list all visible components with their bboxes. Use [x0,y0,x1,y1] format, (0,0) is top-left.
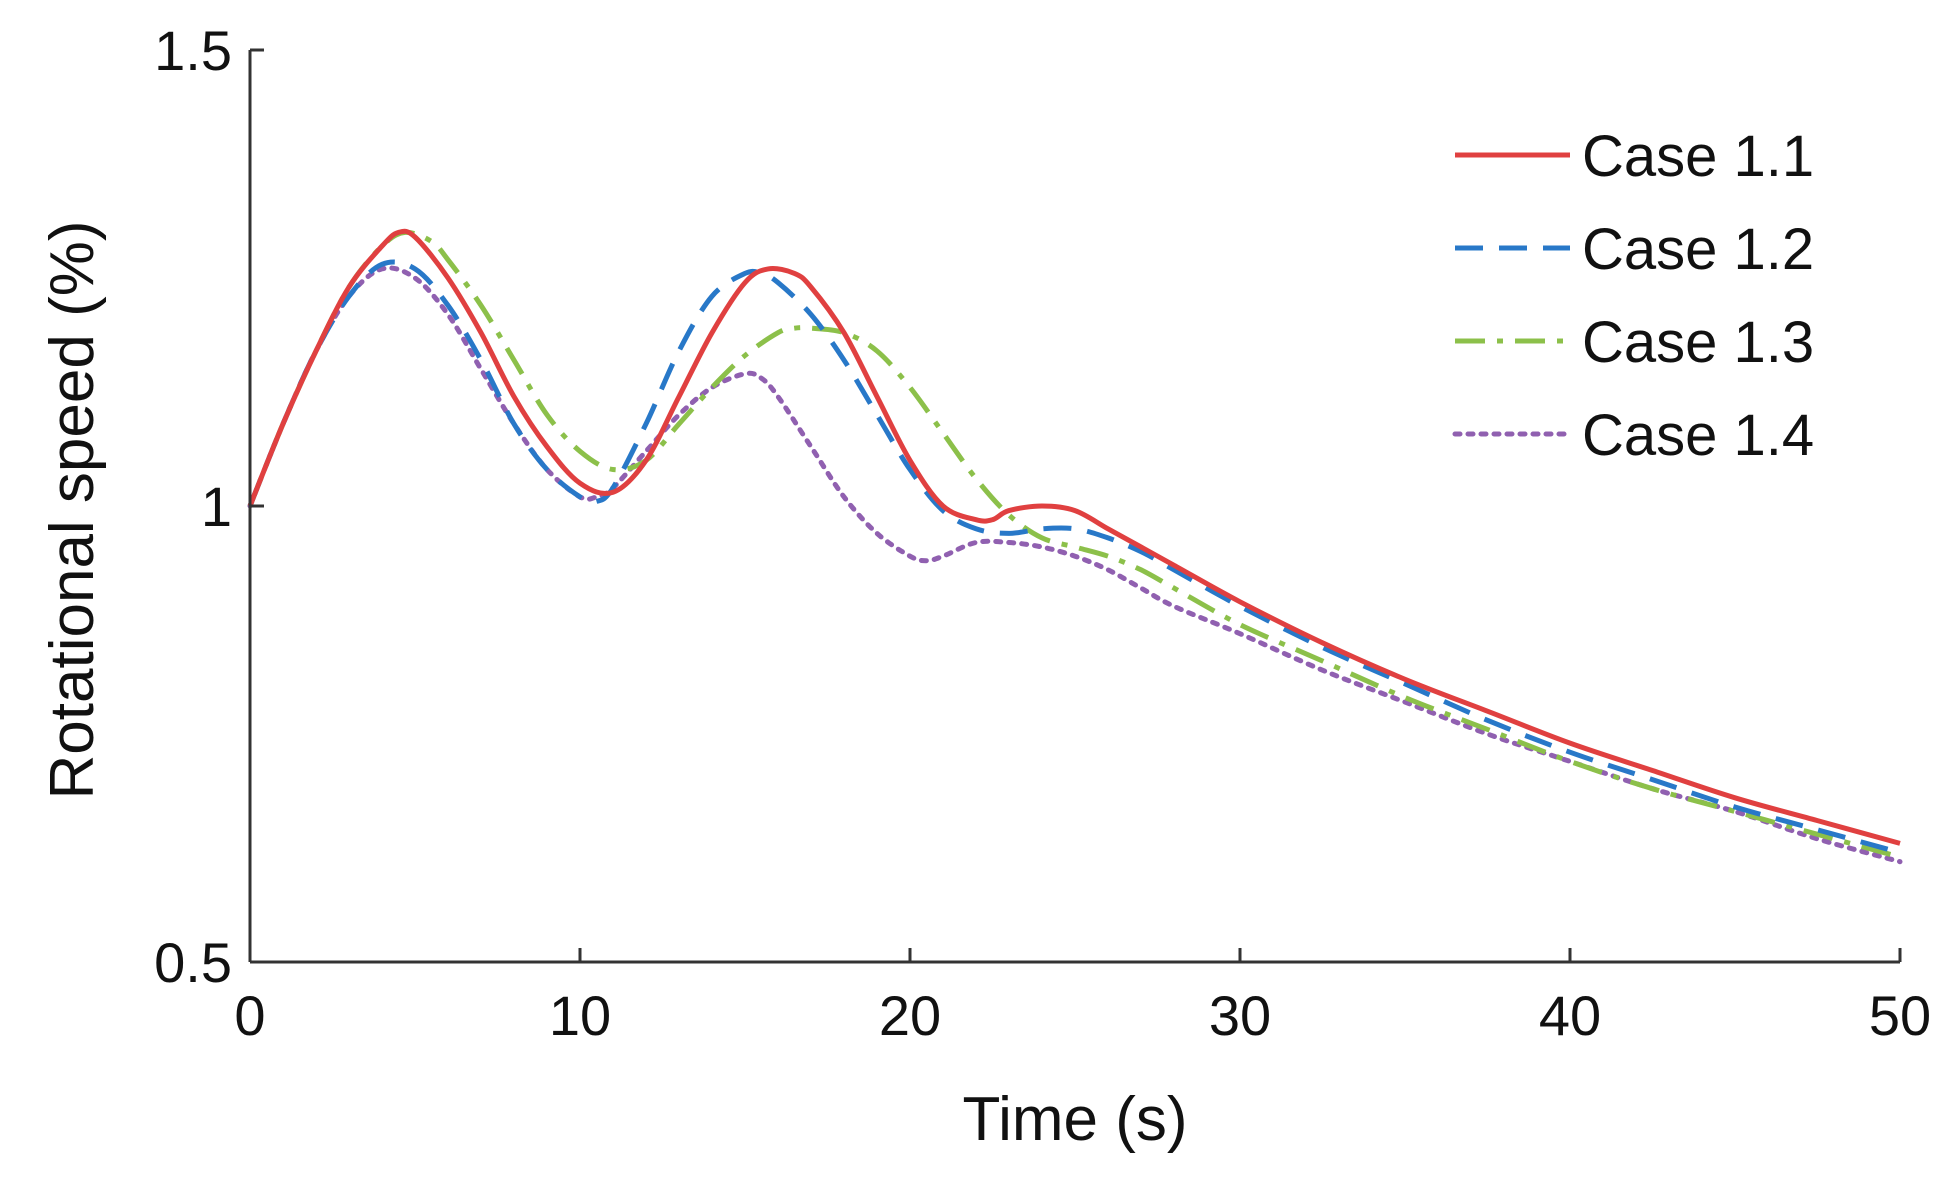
x-tick-label: 30 [1209,984,1271,1047]
axes: 0 10 20 30 40 50 0.5 1 1.5 [154,19,1931,1047]
series-line-case-1 [247,228,1901,846]
x-tick-label: 10 [549,984,611,1047]
legend-label-case-3: Case 1.3 [1582,310,1814,375]
series-line-case-4 [247,265,1903,865]
x-tick-label: 50 [1869,984,1931,1047]
legend-label-case-2: Case 1.2 [1582,217,1814,282]
x-axis-title: Time (s) [963,1085,1188,1154]
y-tick-label: 1 [201,475,232,538]
x-tick-label: 20 [879,984,941,1047]
x-tick-label: 40 [1539,984,1601,1047]
x-tick-label: 0 [234,984,265,1047]
series-line-case-2 [247,259,1901,856]
y-tick-label: 0.5 [154,931,232,994]
legend-label-case-1: Case 1.1 [1582,124,1814,189]
y-axis-title: Rotational speed (%) [38,221,107,800]
legend-label-case-4: Case 1.4 [1582,403,1814,468]
legend: Case 1.1 Case 1.2 Case 1.3 Case 1.4 [1452,124,1814,468]
plot-lines [247,228,1903,865]
series-line-case-3 [247,229,1901,860]
y-tick-label: 1.5 [154,19,232,82]
